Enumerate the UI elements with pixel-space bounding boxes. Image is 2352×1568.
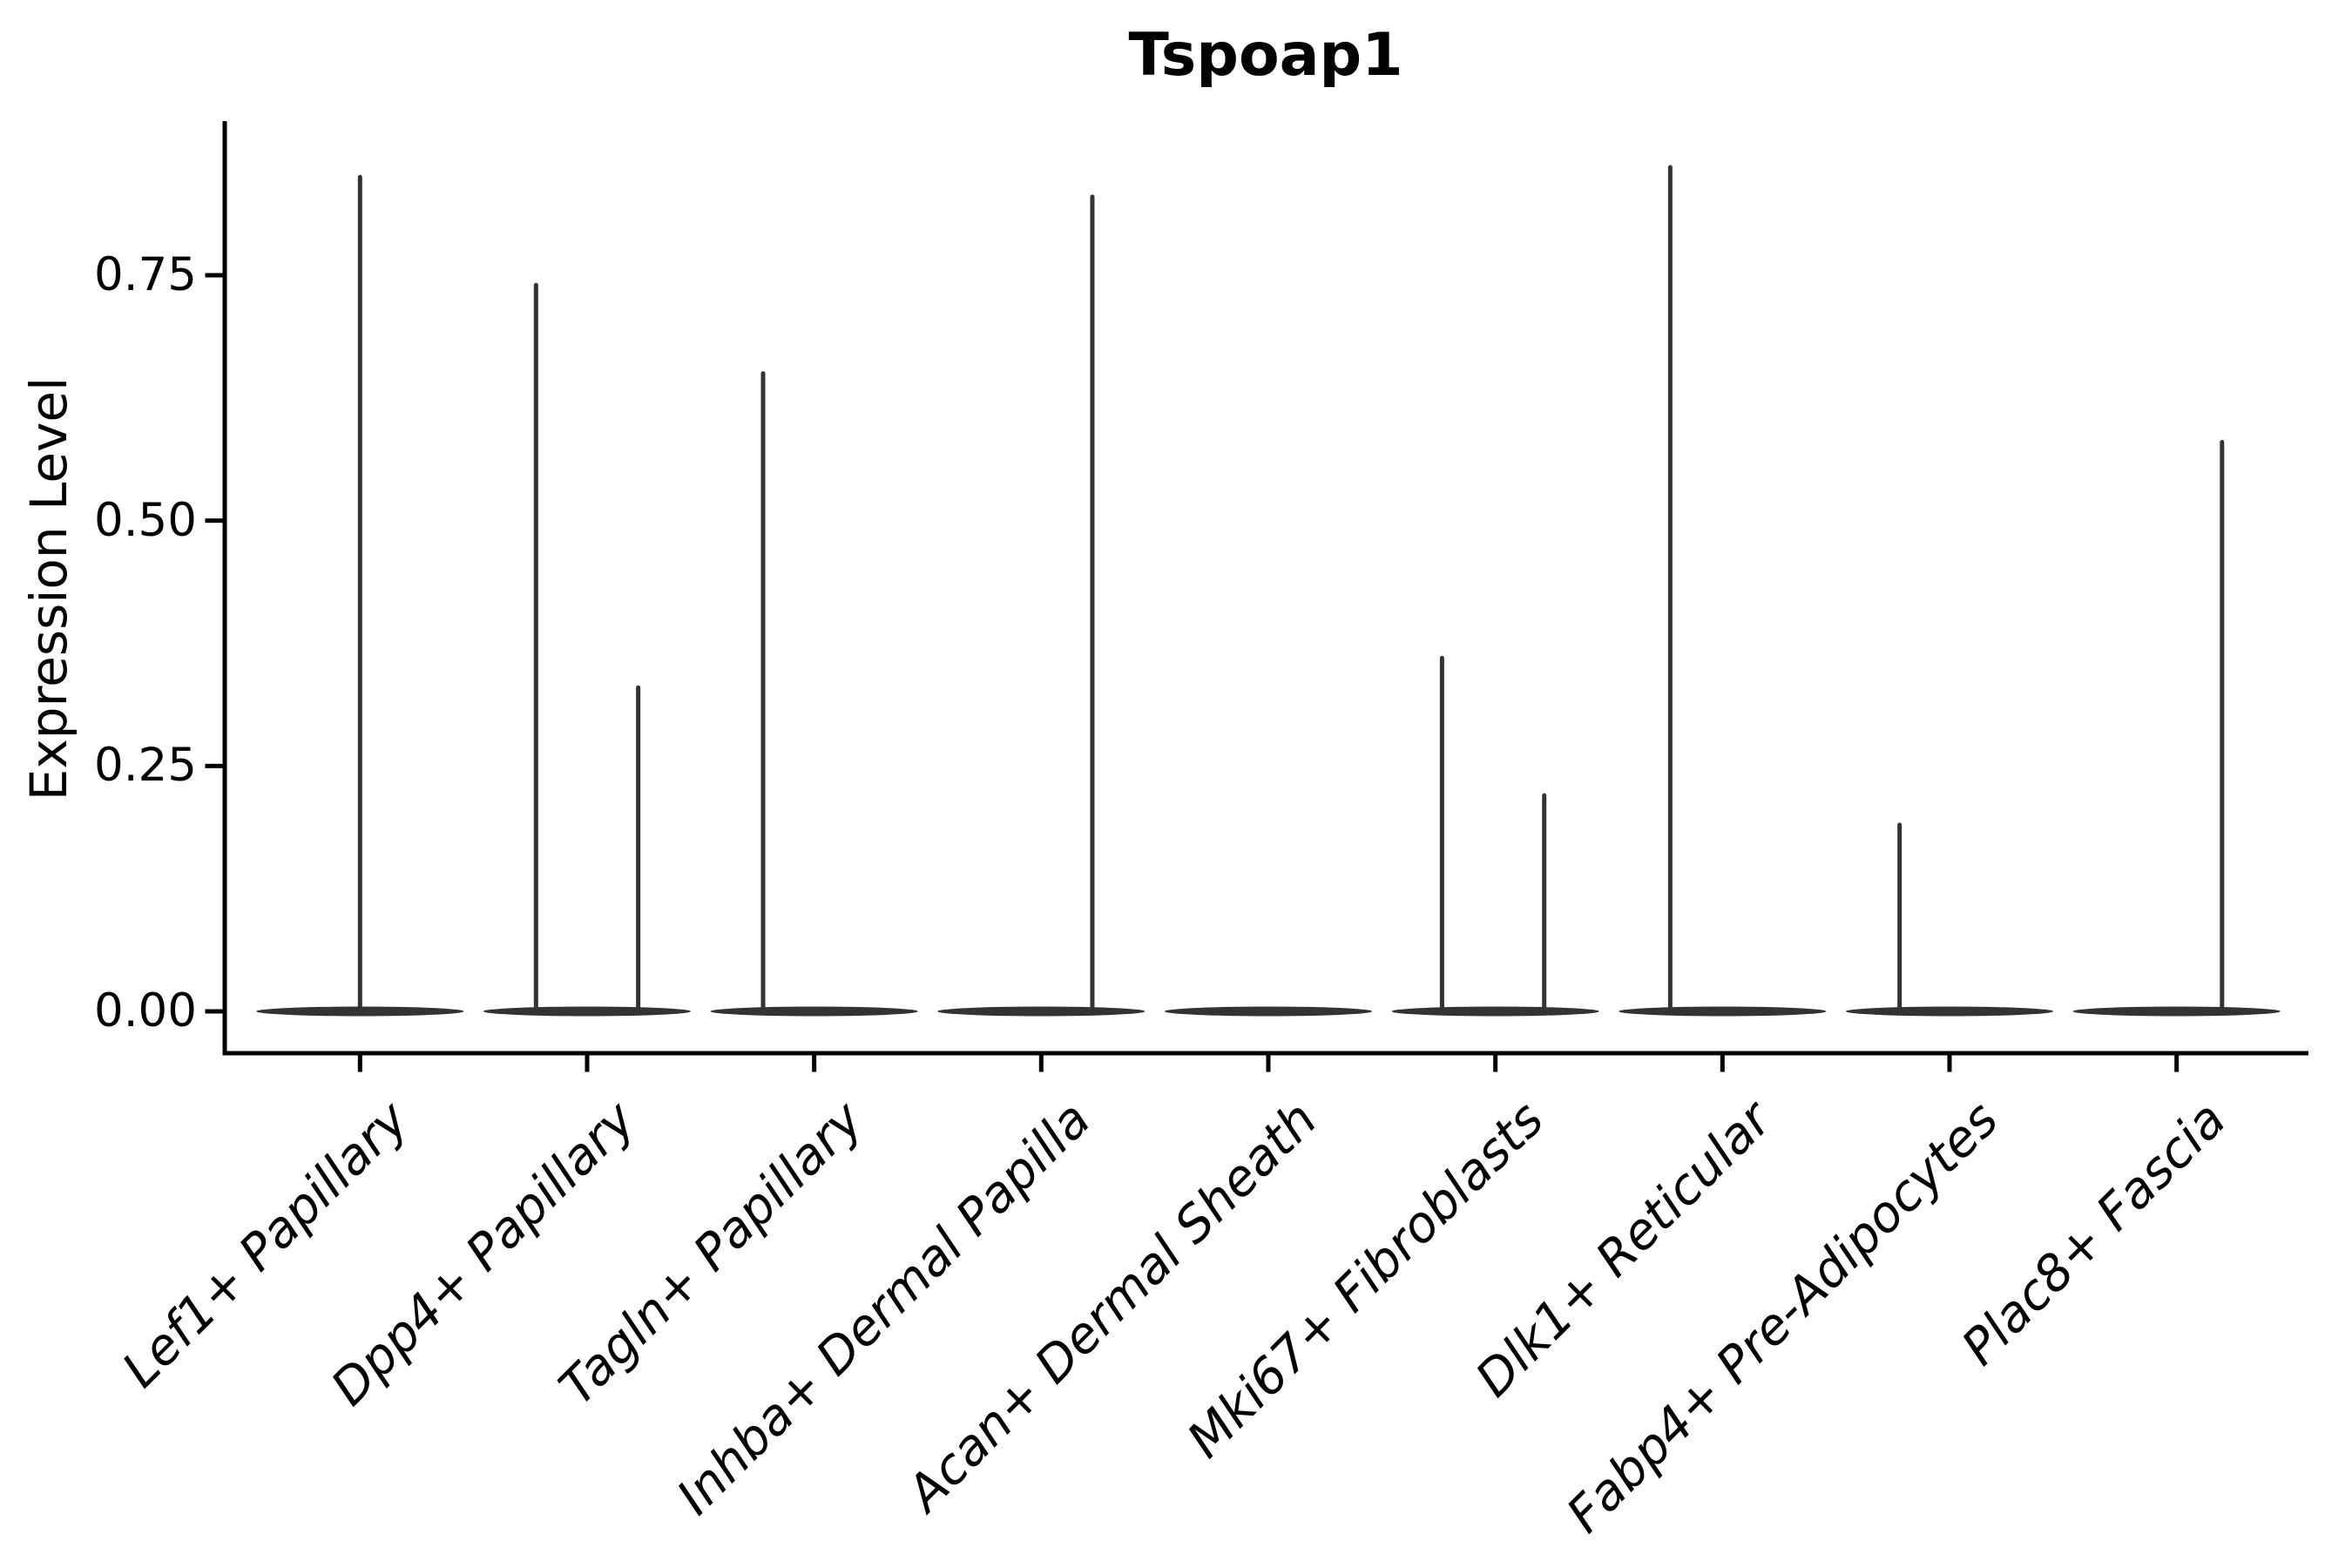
x-tick bbox=[1720, 1055, 1725, 1072]
y-tick bbox=[205, 518, 223, 524]
y-tick-label: 0.50 bbox=[93, 493, 197, 547]
left-spine bbox=[222, 121, 227, 1056]
x-tick bbox=[1266, 1055, 1271, 1072]
violin-body bbox=[1164, 1006, 1372, 1017]
bottom-spine bbox=[222, 1051, 2308, 1056]
y-tick-label: 0.00 bbox=[93, 984, 197, 1037]
x-tick bbox=[1038, 1055, 1044, 1072]
violin-body bbox=[1391, 1006, 1599, 1017]
violin-body bbox=[2072, 1006, 2281, 1017]
y-tick bbox=[205, 1009, 223, 1014]
y-tick bbox=[205, 273, 223, 278]
y-tick-label: 0.75 bbox=[93, 247, 197, 301]
violin-body bbox=[937, 1006, 1146, 1017]
y-tick-label: 0.25 bbox=[93, 739, 197, 793]
x-tick bbox=[357, 1055, 362, 1072]
violin-body bbox=[1845, 1006, 2053, 1017]
violin-body bbox=[1619, 1006, 1827, 1017]
x-tick bbox=[2174, 1055, 2180, 1072]
violin-body bbox=[483, 1006, 691, 1017]
x-tick bbox=[1947, 1055, 1952, 1072]
x-tick bbox=[1493, 1055, 1498, 1072]
violin-body bbox=[710, 1006, 918, 1017]
x-tick bbox=[585, 1055, 590, 1072]
chart-title: Tspoap1 bbox=[1128, 21, 1403, 90]
y-tick bbox=[205, 763, 223, 768]
y-axis-label: Expression Level bbox=[19, 376, 78, 801]
x-tick bbox=[812, 1055, 817, 1072]
